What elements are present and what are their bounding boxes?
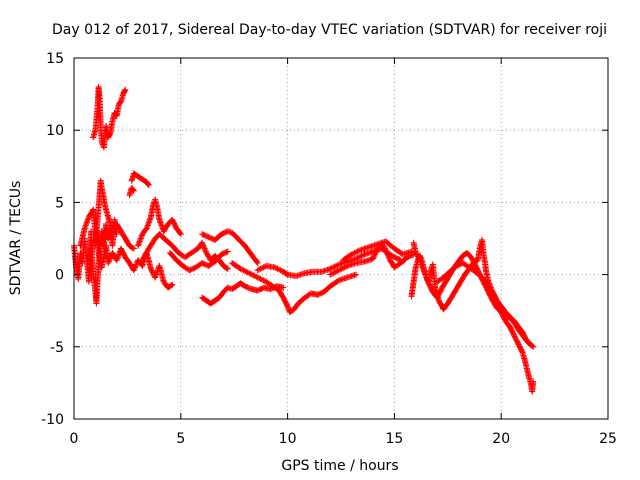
data-point-trace — [410, 239, 537, 350]
y-tick-label: 0 — [55, 268, 64, 284]
data-point-trace — [229, 260, 359, 316]
data-point-trace — [128, 170, 152, 189]
data-layer — [71, 83, 537, 395]
data-point-trace — [327, 242, 417, 278]
data-point-trace — [126, 185, 137, 199]
plot-frame — [73, 57, 609, 420]
x-tick-label: 15 — [385, 431, 403, 447]
y-tick-label: 15 — [46, 51, 64, 67]
x-tick-label: 5 — [176, 431, 185, 447]
x-tick-label: 0 — [70, 431, 79, 447]
data-point-trace — [199, 228, 261, 266]
data-point-trace — [408, 236, 535, 349]
data-point-trace — [167, 248, 231, 274]
x-tick-label: 20 — [492, 431, 510, 447]
y-tick-label: 5 — [55, 195, 64, 211]
data-point-trace — [340, 238, 415, 264]
data-point-trace — [199, 280, 287, 307]
x-tick-label: 10 — [279, 431, 297, 447]
data-point-trace — [92, 177, 137, 252]
data-point-trace — [90, 83, 129, 151]
y-tick-label: 10 — [46, 123, 64, 139]
chart-title: Day 012 of 2017, Sidereal Day-to-day VTE… — [52, 22, 607, 38]
x-tick-label: 25 — [599, 431, 617, 447]
data-point-trace — [434, 260, 537, 395]
y-tick-label: -5 — [50, 340, 64, 356]
tick-layer: 0 5 10 15 20 25 -10 -5 0 5 10 15 — [41, 51, 617, 447]
y-tick-label: -10 — [41, 412, 64, 428]
data-series — [71, 83, 537, 395]
x-axis-label: GPS time / hours — [281, 458, 398, 474]
y-axis-label: SDTVAR / TECUs — [8, 181, 24, 296]
data-point-trace — [135, 196, 184, 249]
